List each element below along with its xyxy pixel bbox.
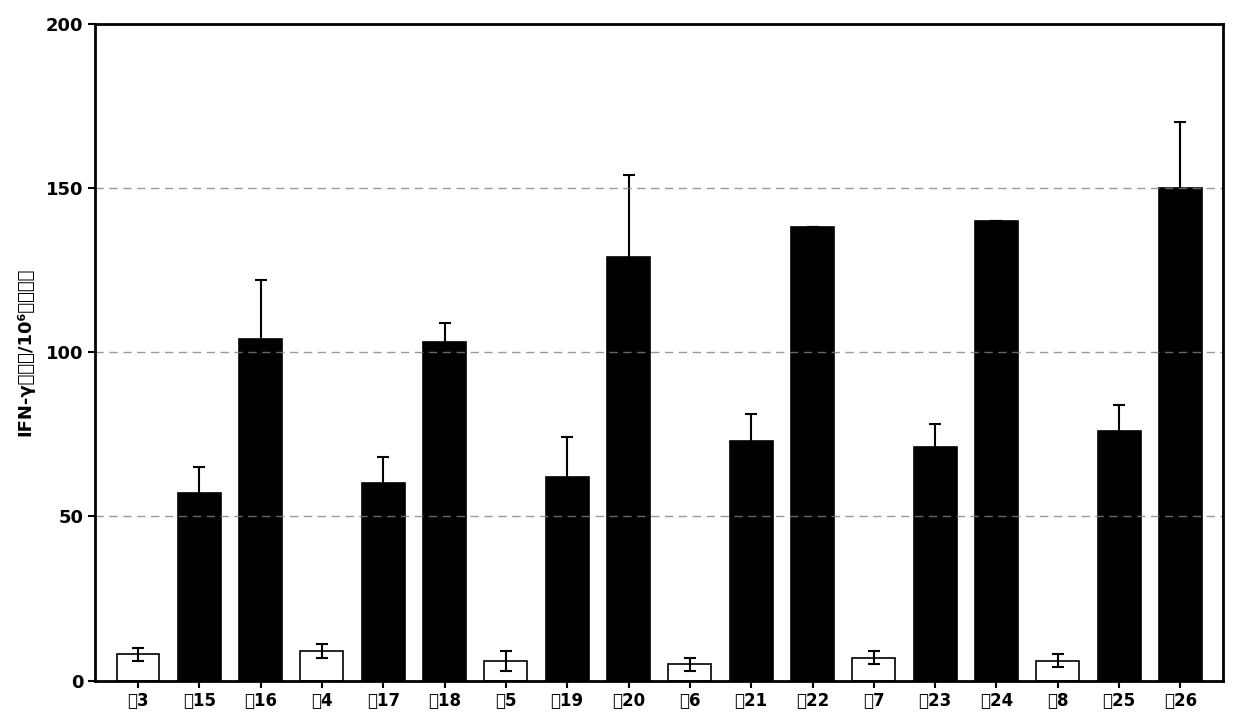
Bar xyxy=(1159,188,1202,680)
Bar xyxy=(117,654,160,680)
Bar xyxy=(362,483,404,680)
Bar xyxy=(1097,431,1141,680)
Bar xyxy=(423,342,466,680)
Bar xyxy=(485,661,527,680)
Bar xyxy=(546,477,589,680)
Y-axis label: IFN-γ［斑点/10⁶个细胞］: IFN-γ［斑点/10⁶个细胞］ xyxy=(16,268,35,436)
Bar xyxy=(608,257,650,680)
Bar xyxy=(1037,661,1079,680)
Bar xyxy=(668,664,712,680)
Bar xyxy=(975,221,1018,680)
Bar xyxy=(791,228,835,680)
Bar xyxy=(852,657,895,680)
Bar xyxy=(177,494,221,680)
Bar xyxy=(729,441,773,680)
Bar xyxy=(914,447,956,680)
Bar xyxy=(300,651,343,680)
Bar xyxy=(239,339,283,680)
